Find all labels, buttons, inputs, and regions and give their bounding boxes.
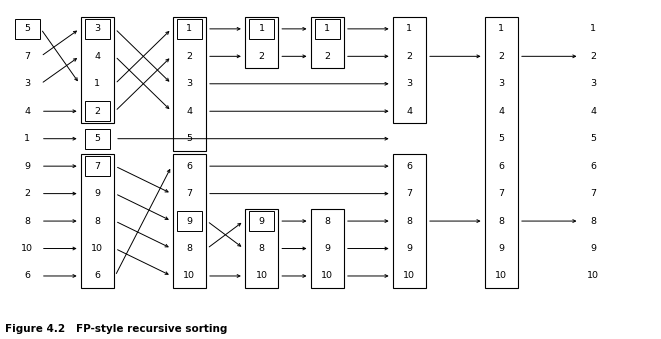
Bar <box>245 17 278 68</box>
Text: 8: 8 <box>590 217 596 225</box>
Bar <box>176 19 202 39</box>
Text: 2: 2 <box>258 52 264 61</box>
Text: 8: 8 <box>498 217 504 225</box>
Text: 2: 2 <box>498 52 504 61</box>
Text: 6: 6 <box>24 272 30 280</box>
Bar <box>393 154 426 288</box>
Text: 2: 2 <box>186 52 192 61</box>
Text: 6: 6 <box>186 162 192 171</box>
Text: 9: 9 <box>407 244 412 253</box>
Bar <box>176 211 202 231</box>
Text: 8: 8 <box>186 244 192 253</box>
Text: 5: 5 <box>498 134 504 143</box>
Bar <box>85 156 110 176</box>
Text: Figure 4.2   FP-style recursive sorting: Figure 4.2 FP-style recursive sorting <box>5 323 228 334</box>
Text: 5: 5 <box>95 134 100 143</box>
Text: 4: 4 <box>498 107 504 116</box>
Text: 8: 8 <box>95 217 100 225</box>
Text: 1: 1 <box>407 24 412 33</box>
Text: 3: 3 <box>95 24 100 33</box>
Text: 5: 5 <box>590 134 596 143</box>
Bar <box>85 128 110 149</box>
Text: 7: 7 <box>95 162 100 171</box>
Text: 6: 6 <box>498 162 504 171</box>
Text: 1: 1 <box>186 24 192 33</box>
Text: 10: 10 <box>21 244 33 253</box>
Bar <box>311 209 344 288</box>
Text: 10: 10 <box>183 272 195 280</box>
Text: 4: 4 <box>590 107 596 116</box>
Bar <box>85 101 110 121</box>
Bar <box>15 19 40 39</box>
Text: 10: 10 <box>495 272 507 280</box>
Bar <box>81 17 114 123</box>
Text: 8: 8 <box>258 244 264 253</box>
Bar <box>173 17 206 151</box>
Text: 7: 7 <box>24 52 30 61</box>
Text: 8: 8 <box>324 217 330 225</box>
Text: 8: 8 <box>407 217 412 225</box>
Text: 9: 9 <box>186 217 192 225</box>
Text: 7: 7 <box>407 189 412 198</box>
Text: 1: 1 <box>258 24 264 33</box>
Bar <box>85 19 110 39</box>
Text: 2: 2 <box>407 52 412 61</box>
Bar <box>393 17 426 123</box>
Text: 3: 3 <box>24 79 30 88</box>
Bar <box>315 19 340 39</box>
Text: 9: 9 <box>258 217 264 225</box>
Text: 2: 2 <box>324 52 330 61</box>
Text: 7: 7 <box>186 189 192 198</box>
Text: 5: 5 <box>24 24 30 33</box>
Text: 1: 1 <box>95 79 100 88</box>
Text: 10: 10 <box>91 244 103 253</box>
Text: 9: 9 <box>95 189 100 198</box>
Text: 1: 1 <box>590 24 596 33</box>
Text: 3: 3 <box>498 79 504 88</box>
Text: 9: 9 <box>498 244 504 253</box>
Bar <box>245 209 278 288</box>
Text: 4: 4 <box>24 107 30 116</box>
Text: 7: 7 <box>498 189 504 198</box>
Text: 4: 4 <box>95 52 100 61</box>
Bar <box>311 17 344 68</box>
Text: 5: 5 <box>186 134 192 143</box>
Text: 9: 9 <box>24 162 30 171</box>
Text: 9: 9 <box>590 244 596 253</box>
Bar <box>249 19 274 39</box>
Text: 6: 6 <box>95 272 100 280</box>
Text: 8: 8 <box>24 217 30 225</box>
Text: 1: 1 <box>324 24 330 33</box>
Text: 1: 1 <box>24 134 30 143</box>
Text: 4: 4 <box>407 107 412 116</box>
Text: 2: 2 <box>95 107 100 116</box>
Bar <box>485 17 518 288</box>
Text: 3: 3 <box>407 79 412 88</box>
Text: 10: 10 <box>256 272 268 280</box>
Text: 3: 3 <box>590 79 596 88</box>
Text: 10: 10 <box>587 272 600 280</box>
Text: 10: 10 <box>321 272 333 280</box>
Text: 6: 6 <box>407 162 412 171</box>
Bar <box>173 154 206 288</box>
Text: 9: 9 <box>324 244 330 253</box>
Text: 2: 2 <box>590 52 596 61</box>
Text: 7: 7 <box>590 189 596 198</box>
Text: 6: 6 <box>590 162 596 171</box>
Text: 2: 2 <box>24 189 30 198</box>
Text: 4: 4 <box>186 107 192 116</box>
Bar <box>81 154 114 288</box>
Text: 1: 1 <box>498 24 504 33</box>
Text: 3: 3 <box>186 79 192 88</box>
Text: 10: 10 <box>403 272 415 280</box>
Bar <box>249 211 274 231</box>
